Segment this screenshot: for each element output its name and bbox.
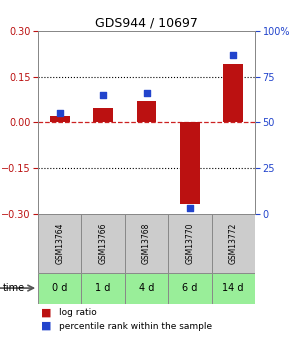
Text: GSM13766: GSM13766 (99, 223, 108, 264)
Title: GDS944 / 10697: GDS944 / 10697 (95, 17, 198, 30)
Text: 6 d: 6 d (182, 283, 197, 293)
Bar (38, 214, 81, 273)
Text: time: time (3, 283, 25, 293)
Text: ■: ■ (41, 307, 52, 317)
Bar (81, 273, 125, 304)
Text: GSM13768: GSM13768 (142, 223, 151, 264)
Bar (224, 64, 243, 122)
Text: log ratio: log ratio (59, 308, 96, 317)
Text: ■: ■ (41, 321, 52, 331)
Bar (212, 273, 255, 304)
Point (101, 92, 105, 98)
Point (231, 52, 236, 58)
Bar (93, 108, 113, 122)
Text: 14 d: 14 d (222, 283, 244, 293)
Text: 4 d: 4 d (139, 283, 154, 293)
Bar (168, 214, 212, 273)
Point (188, 206, 192, 211)
Text: GSM13772: GSM13772 (229, 223, 238, 264)
Bar (50, 116, 69, 122)
Point (144, 90, 149, 96)
Bar (212, 214, 255, 273)
Text: 1 d: 1 d (96, 283, 111, 293)
Bar (125, 273, 168, 304)
Text: percentile rank within the sample: percentile rank within the sample (59, 322, 212, 331)
Bar (180, 122, 200, 204)
Text: GSM13770: GSM13770 (185, 223, 194, 264)
Text: 0 d: 0 d (52, 283, 67, 293)
Text: GSM13764: GSM13764 (55, 223, 64, 264)
Bar (81, 214, 125, 273)
Bar (137, 100, 156, 122)
Bar (168, 273, 212, 304)
Bar (38, 273, 81, 304)
Bar (125, 214, 168, 273)
Point (57, 110, 62, 116)
